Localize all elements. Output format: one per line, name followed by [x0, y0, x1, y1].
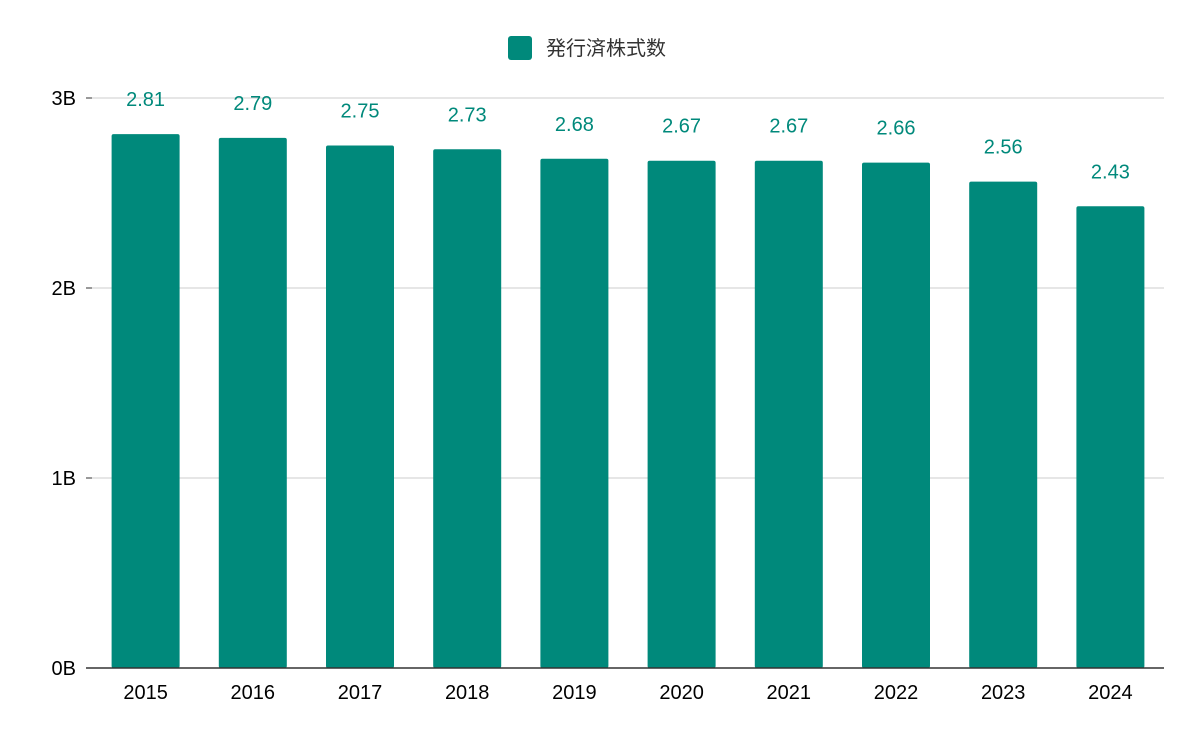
bar [1076, 206, 1145, 669]
bar [540, 158, 609, 669]
x-tick-label: 2015 [123, 682, 168, 704]
bar [754, 160, 823, 668]
bar [218, 137, 287, 668]
data-label: 2.66 [877, 118, 916, 140]
legend: 発行済株式数 [508, 36, 666, 60]
y-tick-label: 0B [52, 658, 76, 680]
x-axis: 2015 2016 2017 2018 2019 2020 2021 2022 2023 2024 [86, 667, 1164, 704]
x-tick-label: 2017 [338, 682, 383, 704]
bar [647, 160, 716, 668]
legend-swatch [508, 36, 532, 60]
bar [969, 181, 1038, 668]
data-label: 2.67 [662, 116, 701, 138]
bar [862, 162, 930, 668]
bars [111, 134, 1145, 669]
bar [111, 134, 180, 669]
data-label: 2.73 [448, 104, 487, 126]
x-tick-label: 2024 [1088, 682, 1133, 704]
x-tick-label: 2023 [981, 682, 1026, 704]
data-label: 2.43 [1091, 161, 1130, 183]
data-label: 2.75 [341, 101, 380, 123]
data-label: 2.56 [984, 137, 1023, 159]
legend-label: 発行済株式数 [546, 36, 666, 60]
bar [326, 145, 394, 668]
x-tick-label: 2019 [552, 682, 597, 704]
x-tick-label: 2020 [659, 682, 704, 704]
x-tick-label: 2018 [445, 682, 490, 704]
bar [433, 149, 502, 669]
data-label: 2.68 [555, 114, 594, 136]
y-tick-label: 3B [52, 88, 76, 110]
y-tick-label: 1B [52, 468, 76, 490]
x-tick-label: 2022 [874, 682, 919, 704]
data-label: 2.81 [126, 89, 165, 111]
x-tick-label: 2021 [767, 682, 812, 704]
data-labels: 2.81 2.79 2.75 2.73 2.68 2.67 2.67 2.66 2.56 2.43 [126, 89, 1130, 183]
data-label: 2.67 [769, 116, 808, 138]
x-tick-label: 2016 [231, 682, 276, 704]
data-label: 2.79 [233, 93, 272, 115]
y-tick-label: 2B [52, 278, 76, 300]
y-axis: 0B 1B 2B 3B [52, 88, 92, 680]
